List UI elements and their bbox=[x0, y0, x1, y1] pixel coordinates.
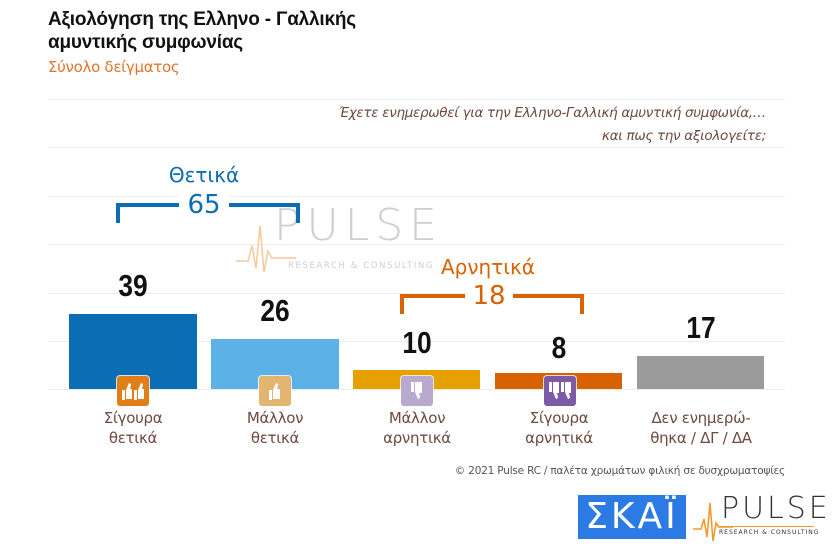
thumbs-up-icon bbox=[259, 376, 291, 406]
gridline bbox=[48, 293, 785, 294]
pulse-logo-sub: RESEARCH & CONSULTING bbox=[719, 529, 820, 536]
category-label: Μάλλον θετικά bbox=[205, 408, 345, 448]
positive-group-value: 65 bbox=[179, 192, 229, 218]
pulse-watermark: PULSE RESEARCH & CONSULTING bbox=[236, 200, 437, 276]
category-label: Σίγουρα αρνητικά bbox=[489, 408, 629, 448]
double-thumbs-up-icon bbox=[117, 376, 149, 406]
gridline bbox=[48, 99, 785, 100]
gridline bbox=[48, 341, 785, 342]
negative-group-value: 18 bbox=[465, 283, 513, 309]
bar-value: 39 bbox=[118, 268, 148, 303]
chart-subtitle: Σύνολο δείγματος bbox=[48, 58, 180, 76]
pulse-wave-icon bbox=[236, 225, 296, 273]
pulse-logo-word: PULSE bbox=[721, 491, 831, 526]
title-line-1: Αξιολόγηση της Ελληνο - Γαλλικής bbox=[48, 9, 356, 30]
question-line-1: Έχετε ενημερωθεί για την Ελληνο-Γαλλική … bbox=[338, 105, 767, 121]
category-label-line1: Μάλλον bbox=[246, 409, 304, 427]
category-label-line1: Σίγουρα bbox=[529, 409, 589, 427]
bar-not-informed bbox=[637, 356, 764, 389]
pulse-logo-line bbox=[719, 526, 814, 527]
category-label-line1: Δεν ενημερώ- bbox=[651, 409, 751, 427]
bar-value: 10 bbox=[402, 325, 432, 360]
category-label: Δεν ενημερώ- θηκα / ΔΓ / ΔΑ bbox=[631, 408, 771, 448]
title-line-2: αμυντικής συμφωνίας bbox=[48, 32, 243, 53]
watermark-word: PULSE bbox=[274, 200, 443, 251]
category-label-line2: αρνητικά bbox=[383, 429, 451, 447]
gridline bbox=[48, 147, 785, 148]
category-label-line2: αρνητικά bbox=[525, 429, 593, 447]
pulse-wave-icon bbox=[693, 502, 733, 542]
double-thumbs-down-icon bbox=[544, 376, 576, 406]
negative-group-label: Αρνητικά bbox=[440, 255, 535, 279]
skai-logo: ΣΚΑΪ bbox=[578, 495, 686, 539]
category-label: Σίγουρα θετικά bbox=[63, 408, 203, 448]
category-label-line1: Σίγουρα bbox=[103, 409, 163, 427]
pulse-logo: PULSE RESEARCH & CONSULTING bbox=[693, 491, 828, 543]
chart-title: Αξιολόγηση της Ελληνο - Γαλλικής αμυντικ… bbox=[48, 8, 356, 54]
category-label-line1: Μάλλον bbox=[388, 409, 446, 427]
category-label-line2: θετικά bbox=[250, 429, 300, 447]
bar-value: 17 bbox=[686, 310, 716, 345]
survey-question: Έχετε ενημερωθεί για την Ελληνο-Γαλλική … bbox=[338, 102, 767, 148]
positive-group-label: Θετικά bbox=[168, 163, 240, 187]
gridline bbox=[48, 244, 785, 245]
category-label-line2: θηκα / ΔΓ / ΔΑ bbox=[650, 429, 752, 447]
thumbs-down-icon bbox=[401, 376, 433, 406]
bar-value: 26 bbox=[260, 293, 290, 328]
question-line-2: και πως την αξιολογείτε; bbox=[601, 128, 766, 144]
footer-credit: © 2021 Pulse RC / παλέτα χρωμάτων φιλική… bbox=[454, 465, 785, 477]
watermark-sub: RESEARCH & CONSULTING bbox=[288, 261, 435, 271]
category-label-line2: θετικά bbox=[108, 429, 158, 447]
gridline bbox=[48, 196, 785, 197]
category-label: Μάλλον αρνητικά bbox=[347, 408, 487, 448]
bar-value: 8 bbox=[551, 330, 567, 365]
